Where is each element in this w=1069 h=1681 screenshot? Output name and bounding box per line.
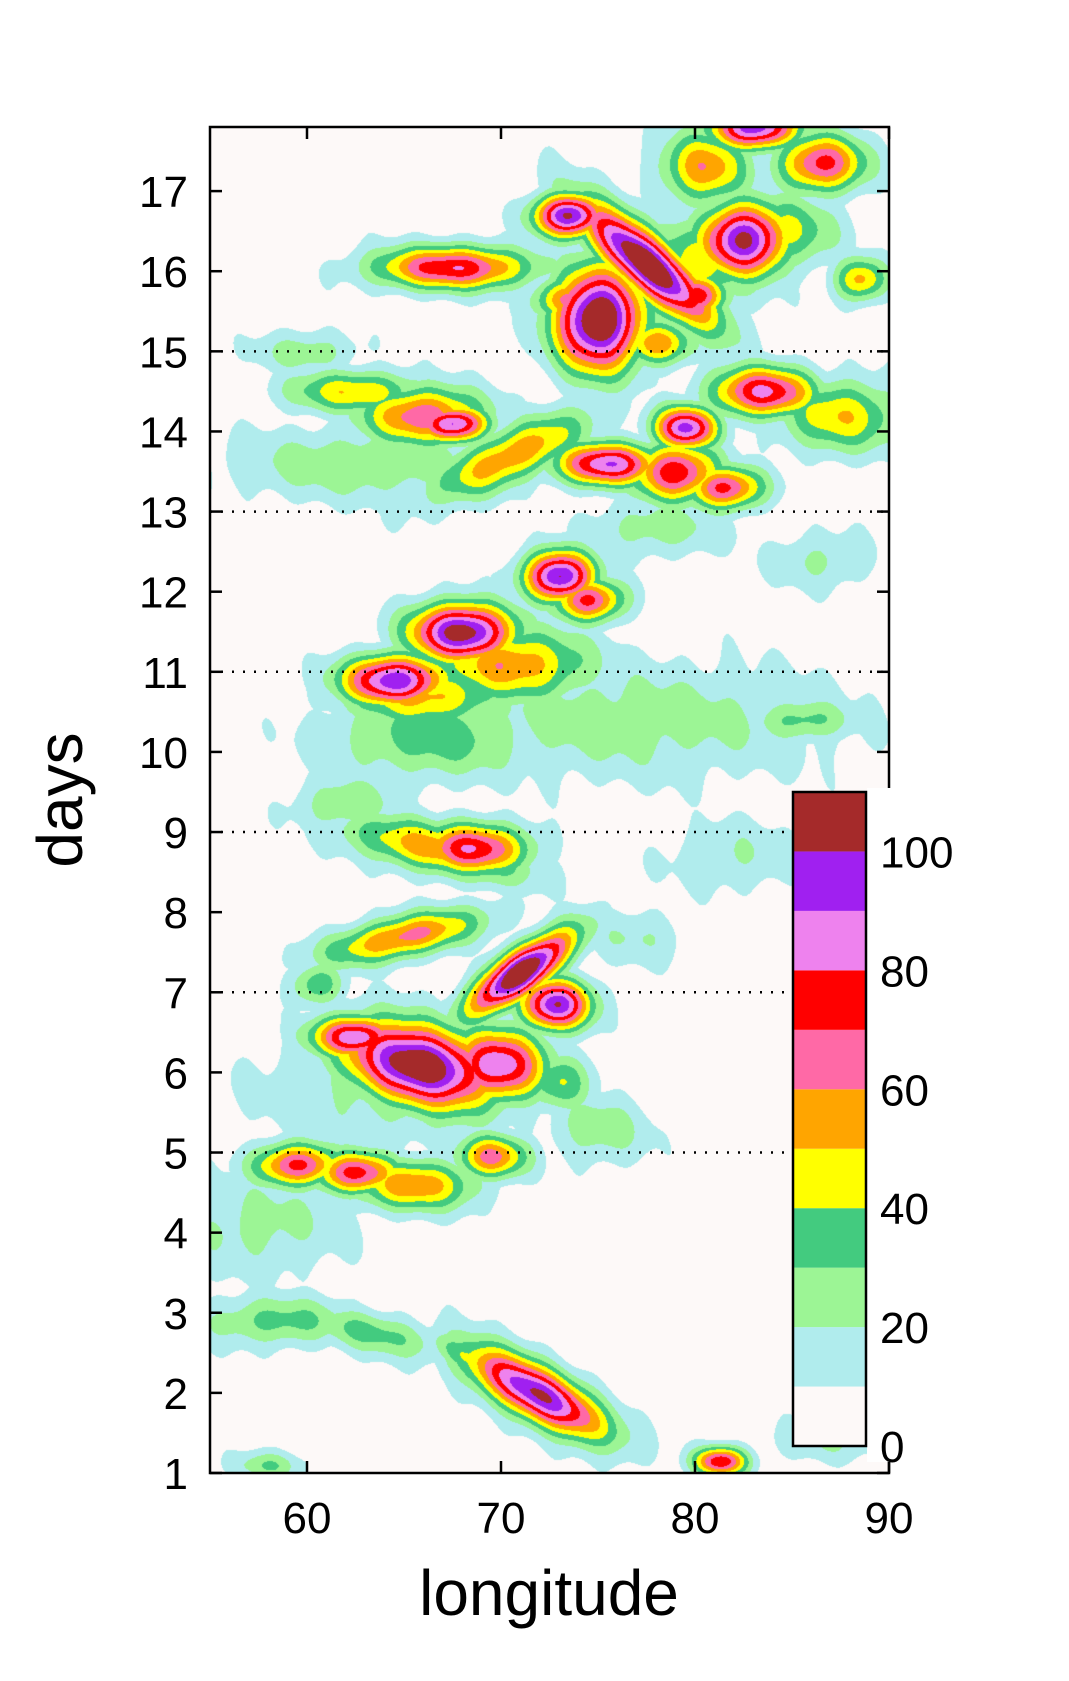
colorbar-band — [793, 1267, 866, 1328]
y-tick-label: 12 — [139, 569, 188, 618]
x-tick-label: 80 — [671, 1494, 720, 1543]
y-tick-label: 5 — [164, 1130, 188, 1179]
colorbar-tick-label: 40 — [880, 1185, 929, 1234]
contour-field — [210, 127, 889, 1473]
y-tick-label: 2 — [164, 1370, 188, 1419]
plot-area — [208, 125, 891, 1475]
y-tick-label: 8 — [164, 889, 188, 938]
colorbar-frame — [791, 790, 868, 1448]
y-tick-label: 17 — [139, 168, 188, 217]
colorbar-margin — [867, 788, 1069, 1462]
x-tick-label: 60 — [283, 1494, 332, 1543]
y-tick-label: 10 — [139, 729, 188, 778]
y-tick-label: 14 — [139, 408, 188, 457]
colorbar-tick-label: 100 — [880, 828, 953, 877]
colorbar-band — [793, 1208, 866, 1268]
colorbar-tick-label: 80 — [880, 947, 929, 996]
x-tick-label: 70 — [477, 1494, 526, 1543]
y-axis-title: days — [24, 732, 96, 867]
y-tick-label: 1 — [164, 1450, 188, 1499]
y-tick-label: 3 — [164, 1290, 188, 1339]
colorbar-band — [793, 1327, 866, 1387]
colorbar-band — [793, 1148, 866, 1209]
colorbar: 0 20 40 60 80 100 — [791, 788, 1069, 1472]
y-tick-label: 16 — [139, 248, 188, 297]
y-tick-label: 9 — [164, 809, 188, 858]
y-tick-label: 6 — [164, 1049, 188, 1098]
colorbar-band — [793, 1089, 866, 1149]
y-tick-label: 13 — [139, 489, 188, 538]
colorbar-tick-label: 20 — [880, 1304, 929, 1353]
colorbar-tick-label: 60 — [880, 1066, 929, 1115]
colorbar-band — [793, 1386, 866, 1446]
y-tick-label: 4 — [164, 1210, 188, 1259]
x-axis-title: longitude — [419, 1557, 679, 1629]
colorbar-band — [793, 851, 866, 911]
colorbar-band — [793, 1029, 866, 1090]
colorbar-band — [793, 970, 866, 1030]
y-tick-label: 15 — [139, 328, 188, 377]
x-tick-label: 90 — [865, 1494, 914, 1543]
colorbar-band — [793, 910, 866, 971]
colorbar-band — [793, 792, 866, 852]
y-tick-label: 7 — [164, 969, 188, 1018]
colorbar-tick-label: 0 — [880, 1423, 904, 1472]
y-tick-label: 11 — [142, 649, 188, 698]
